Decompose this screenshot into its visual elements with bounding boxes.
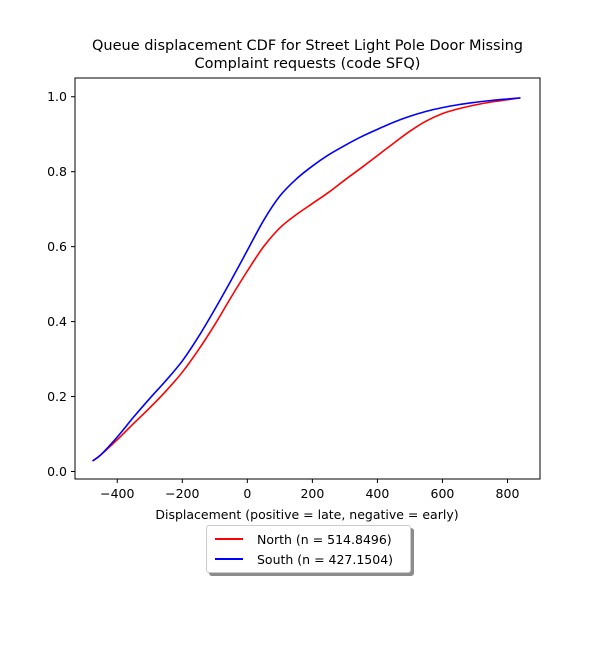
legend-label-north: North (n = 514.8496): [257, 531, 392, 547]
chart-title: Queue displacement CDF for Street Light …: [0, 37, 600, 73]
x-tick-label: 600: [431, 486, 455, 501]
chart-title-line-1: Queue displacement CDF for Street Light …: [91, 38, 524, 54]
chart-title-line-2: Complaint requests (code SFQ): [194, 56, 421, 72]
y-tick-label: 1.0: [47, 89, 67, 104]
series-layer: [92, 97, 521, 462]
x-axis-label: Displacement (positive = late, negative …: [155, 507, 458, 522]
x-tick-label: −200: [165, 486, 199, 501]
legend-label-south: South (n = 427.1504): [257, 551, 394, 567]
x-tick-label: 0: [243, 486, 251, 501]
x-tick-label: 800: [496, 486, 520, 501]
y-tick-label: 0.2: [47, 389, 67, 404]
legend-swatch-north: [215, 538, 243, 540]
legend-entry-south: South (n = 427.1504): [215, 550, 393, 568]
y-tick-label: 0.4: [47, 314, 67, 329]
series-line-south: [92, 97, 521, 462]
series-line-north: [92, 97, 521, 462]
legend-entry-north: North (n = 514.8496): [215, 530, 392, 548]
plot-frame: [74, 77, 541, 480]
y-tick-label: 0.0: [47, 464, 67, 479]
y-tick-label: 0.8: [47, 164, 67, 179]
x-tick-label: 200: [300, 486, 324, 501]
x-tick-label: 400: [365, 486, 389, 501]
y-tick-label: 0.6: [47, 239, 67, 254]
legend: North (n = 514.8496) South (n = 427.1504…: [206, 525, 411, 573]
legend-swatch-south: [215, 558, 243, 560]
ticks-layer: −400 −200 0 200 400 600 800 0.0 0.2 0.4 0.6 0.8 1.0: [47, 89, 519, 501]
x-tick-label: −400: [100, 486, 134, 501]
